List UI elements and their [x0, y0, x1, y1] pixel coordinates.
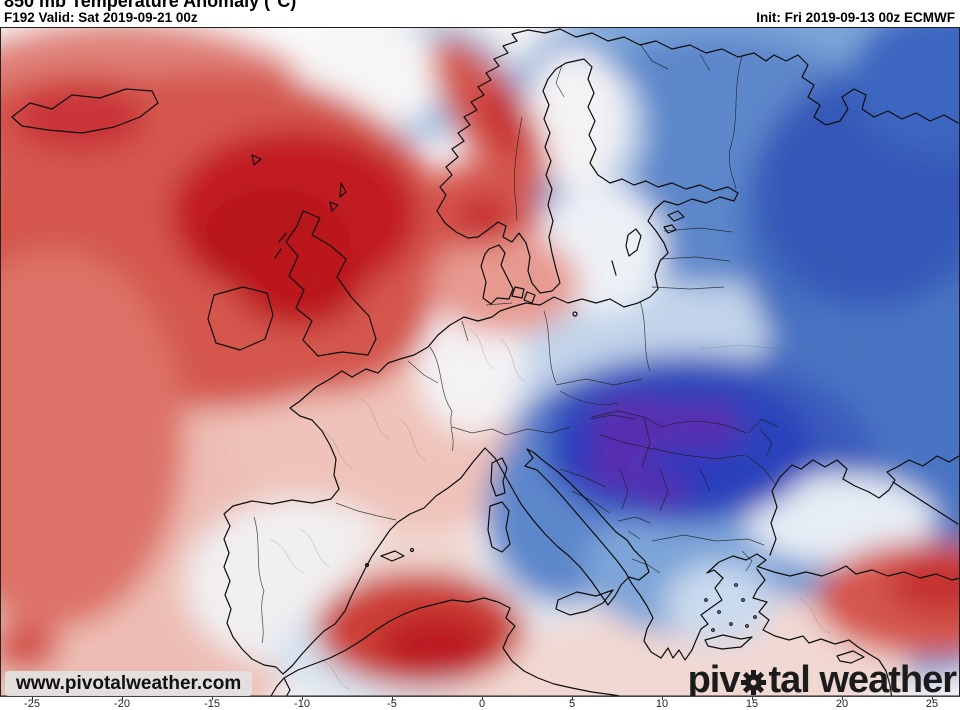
tick-label: -10 — [294, 698, 310, 710]
product-title: 850 mb Temperature Anomaly (°C) — [4, 0, 297, 11]
tick-mark — [392, 697, 393, 700]
tick-mark — [842, 697, 843, 700]
colorbar-strip: -25 -20 -15 -10 -5 0 5 10 15 20 25 — [0, 696, 960, 710]
tick-label: 20 — [835, 698, 849, 710]
coastlines — [11, 28, 960, 697]
tick-label: -15 — [204, 698, 220, 710]
gear-icon — [741, 669, 767, 695]
header-bar: 850 mb Temperature Anomaly (°C) F192 Val… — [0, 0, 960, 27]
anomaly-map — [0, 27, 960, 697]
tick-mark — [122, 697, 123, 700]
tick-mark — [32, 697, 33, 700]
tick-mark — [482, 697, 483, 700]
tick-mark — [302, 697, 303, 700]
init-time-label: Init: Fri 2019-09-13 00z ECMWF — [756, 10, 955, 25]
tick-label: -25 — [24, 698, 40, 710]
valid-time-label: F192 Valid: Sat 2019-09-21 00z — [4, 10, 198, 25]
tick-label: -20 — [114, 698, 130, 710]
tick-label: -5 — [387, 698, 397, 710]
tick-label: 10 — [655, 698, 669, 710]
tick-mark — [932, 697, 933, 700]
tick-label: 5 — [568, 698, 576, 710]
brand-text-suffix: tal weather — [768, 659, 957, 701]
country-borders — [253, 43, 779, 644]
anomaly-field — [0, 27, 960, 697]
tick-label: 25 — [925, 698, 939, 710]
tick-mark — [212, 697, 213, 700]
anomaly-map-canvas — [0, 27, 960, 697]
site-url-watermark: www.pivotalweather.com — [5, 671, 253, 696]
tick-mark — [572, 697, 573, 700]
tick-mark — [752, 697, 753, 700]
tick-label: 0 — [478, 698, 486, 710]
tick-mark — [662, 697, 663, 700]
tick-label: 15 — [745, 698, 759, 710]
admin-boundaries — [269, 218, 909, 690]
brand-text-prefix: piv — [687, 659, 741, 701]
brand-logo: piv tal weather — [687, 659, 957, 701]
